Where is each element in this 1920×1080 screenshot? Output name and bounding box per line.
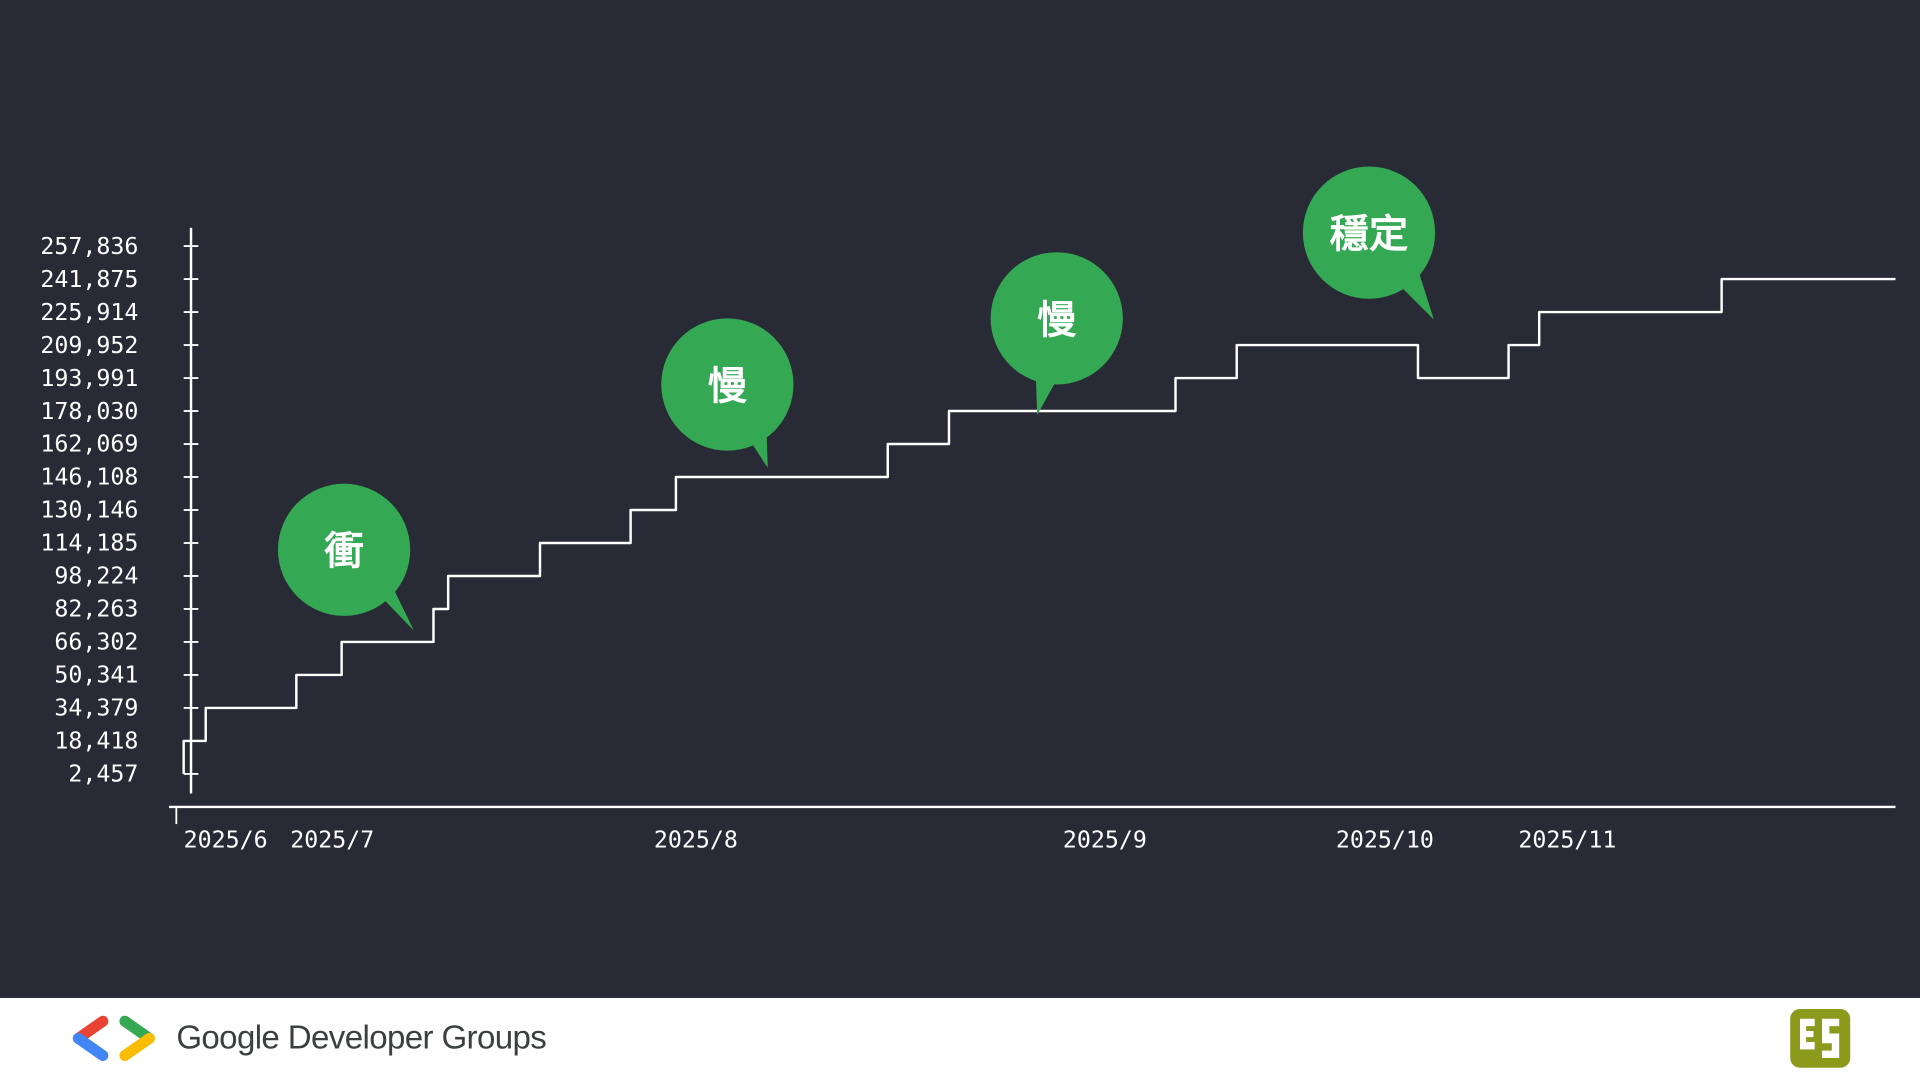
y-tick-label: 66,302 <box>54 629 138 656</box>
x-tick-label: 2025/8 <box>654 827 738 854</box>
bubble-label: 穩定 <box>1330 213 1408 258</box>
step-line <box>182 277 1896 774</box>
bubble <box>1302 166 1436 299</box>
y-tick-label: 209,952 <box>40 332 138 359</box>
y-tick-label: 193,991 <box>40 365 138 392</box>
y-tick-label: 50,341 <box>54 662 138 689</box>
y-tick-label: 98,224 <box>54 563 138 590</box>
bubble <box>990 252 1123 385</box>
y-tick-label: 18,418 <box>54 728 138 755</box>
bubble <box>277 483 411 616</box>
y-tick-label: 82,263 <box>54 596 138 623</box>
bubble-tail <box>1035 377 1056 416</box>
bubble-label: 衝 <box>323 530 363 575</box>
bubble-label: 慢 <box>708 364 748 409</box>
gdg-logo <box>72 1015 155 1062</box>
y-tick-label: 114,185 <box>40 530 138 557</box>
x-tick-label: 2025/11 <box>1518 827 1616 854</box>
y-tick-label: 2,457 <box>68 761 138 788</box>
y-tick-label: 257,836 <box>40 233 138 260</box>
y-tick-label: 34,379 <box>54 695 138 722</box>
partner-logo <box>1790 1008 1851 1068</box>
x-tick-label: 2025/10 <box>1336 827 1434 854</box>
footer-band <box>0 997 1920 1080</box>
x-tick-label: 2025/9 <box>1063 827 1147 854</box>
y-tick-label: 241,875 <box>40 266 138 293</box>
y-tick-label: 162,069 <box>40 431 138 458</box>
y-tick-label: 146,108 <box>40 464 138 491</box>
y-tick-label: 225,914 <box>40 299 138 326</box>
y-tick-label: 178,030 <box>40 398 138 425</box>
bubble-label: 慢 <box>1037 298 1077 343</box>
x-tick-label: 2025/6 <box>184 827 268 854</box>
y-tick-label: 130,146 <box>40 497 138 524</box>
x-tick-label: 2025/7 <box>290 827 374 854</box>
bubble <box>661 318 794 451</box>
brand-name: Google Developer Groups <box>176 1019 546 1056</box>
